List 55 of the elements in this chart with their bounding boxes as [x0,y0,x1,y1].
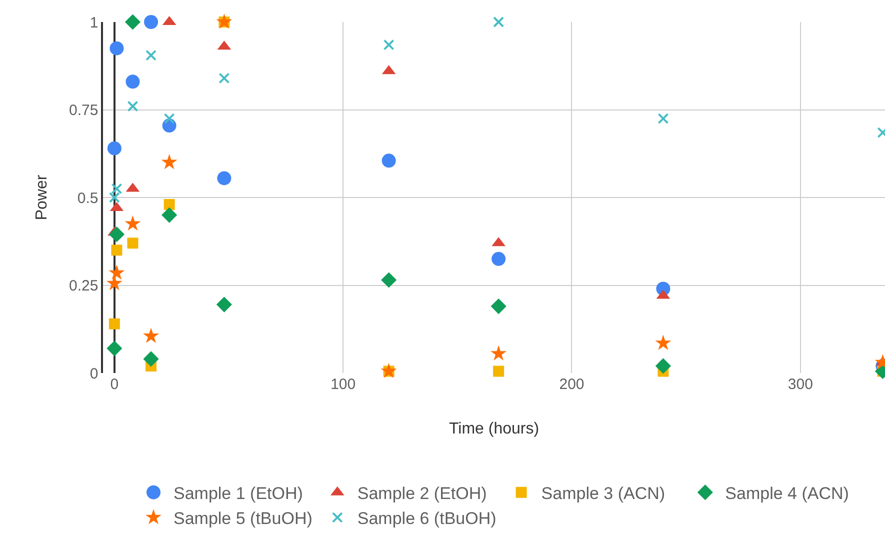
point [124,215,141,231]
point [164,199,175,210]
point [110,41,124,56]
point [490,298,506,314]
point [108,264,125,280]
legend-label: Sample 2 (EtOH) [357,484,487,503]
y-tick-label: 0.75 [69,102,98,119]
x-tick-label: 0 [110,376,119,393]
legend-label: Sample 4 (ACN) [725,484,849,503]
point [655,334,672,350]
point [108,318,120,330]
legend-label: Sample 3 (ACN) [541,484,666,503]
legend-label: Sample 6 (tBuOH) [357,509,496,528]
point [127,100,138,112]
legend-label: Sample 1 (EtOH) [174,484,303,503]
point [127,238,138,249]
y-tick-label: 1 [90,14,98,32]
point [493,366,504,377]
point [144,15,158,29]
point [217,171,232,186]
y-tick-label: 0.25 [69,278,98,294]
y-axis-title: Power [33,174,50,220]
point [492,252,506,266]
point [107,141,122,156]
point [162,207,178,223]
legend-label: Sample 5 (tBuOH) [174,509,312,528]
point [490,345,507,360]
point [382,154,396,168]
point [655,358,671,374]
point [164,113,175,124]
point [146,50,157,61]
point [108,192,120,203]
point [111,183,122,194]
point [106,275,122,290]
point [216,14,232,29]
point [143,328,160,343]
point [658,113,669,124]
point [383,39,394,50]
point [380,362,397,378]
x-tick-label: 100 [330,376,356,393]
point [493,16,504,28]
point [161,154,178,170]
point [124,14,141,30]
point [111,244,122,256]
x-tick-label: 200 [559,376,584,393]
point [143,351,159,367]
point [126,74,140,89]
point [216,296,232,312]
point [381,272,397,288]
x-tick-label: 300 [788,376,813,393]
point [218,72,230,84]
point [108,226,125,242]
x-axis-title: Time (hours) [448,420,540,438]
y-tick-label: 0.5 [77,190,98,207]
point [106,340,122,356]
